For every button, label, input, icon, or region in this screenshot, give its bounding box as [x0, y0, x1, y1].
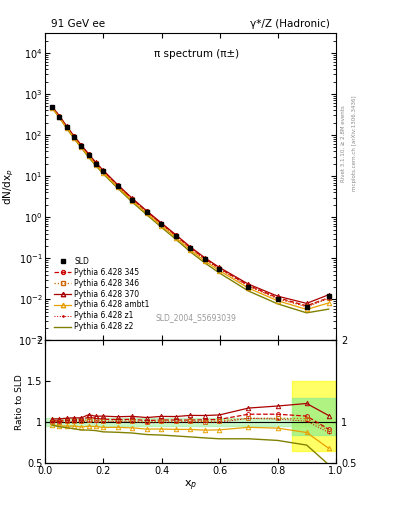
Text: 91 GeV ee: 91 GeV ee: [51, 18, 105, 29]
Text: π spectrum (π±): π spectrum (π±): [154, 49, 239, 59]
Legend: SLD, Pythia 6.428 345, Pythia 6.428 346, Pythia 6.428 370, Pythia 6.428 ambt1, P: SLD, Pythia 6.428 345, Pythia 6.428 346,…: [51, 254, 152, 334]
Y-axis label: Ratio to SLD: Ratio to SLD: [15, 374, 24, 430]
Text: γ*/Z (Hadronic): γ*/Z (Hadronic): [250, 18, 330, 29]
Text: mcplots.cern.ch [arXiv:1306.3436]: mcplots.cern.ch [arXiv:1306.3436]: [352, 96, 357, 191]
Bar: [45, 418, 336, 426]
Y-axis label: dN/dx$_p$: dN/dx$_p$: [1, 168, 16, 205]
Text: SLD_2004_S5693039: SLD_2004_S5693039: [156, 313, 237, 322]
X-axis label: x$_p$: x$_p$: [184, 479, 197, 494]
Text: Rivet 3.1.10, ≥ 2.8M events: Rivet 3.1.10, ≥ 2.8M events: [341, 105, 346, 182]
